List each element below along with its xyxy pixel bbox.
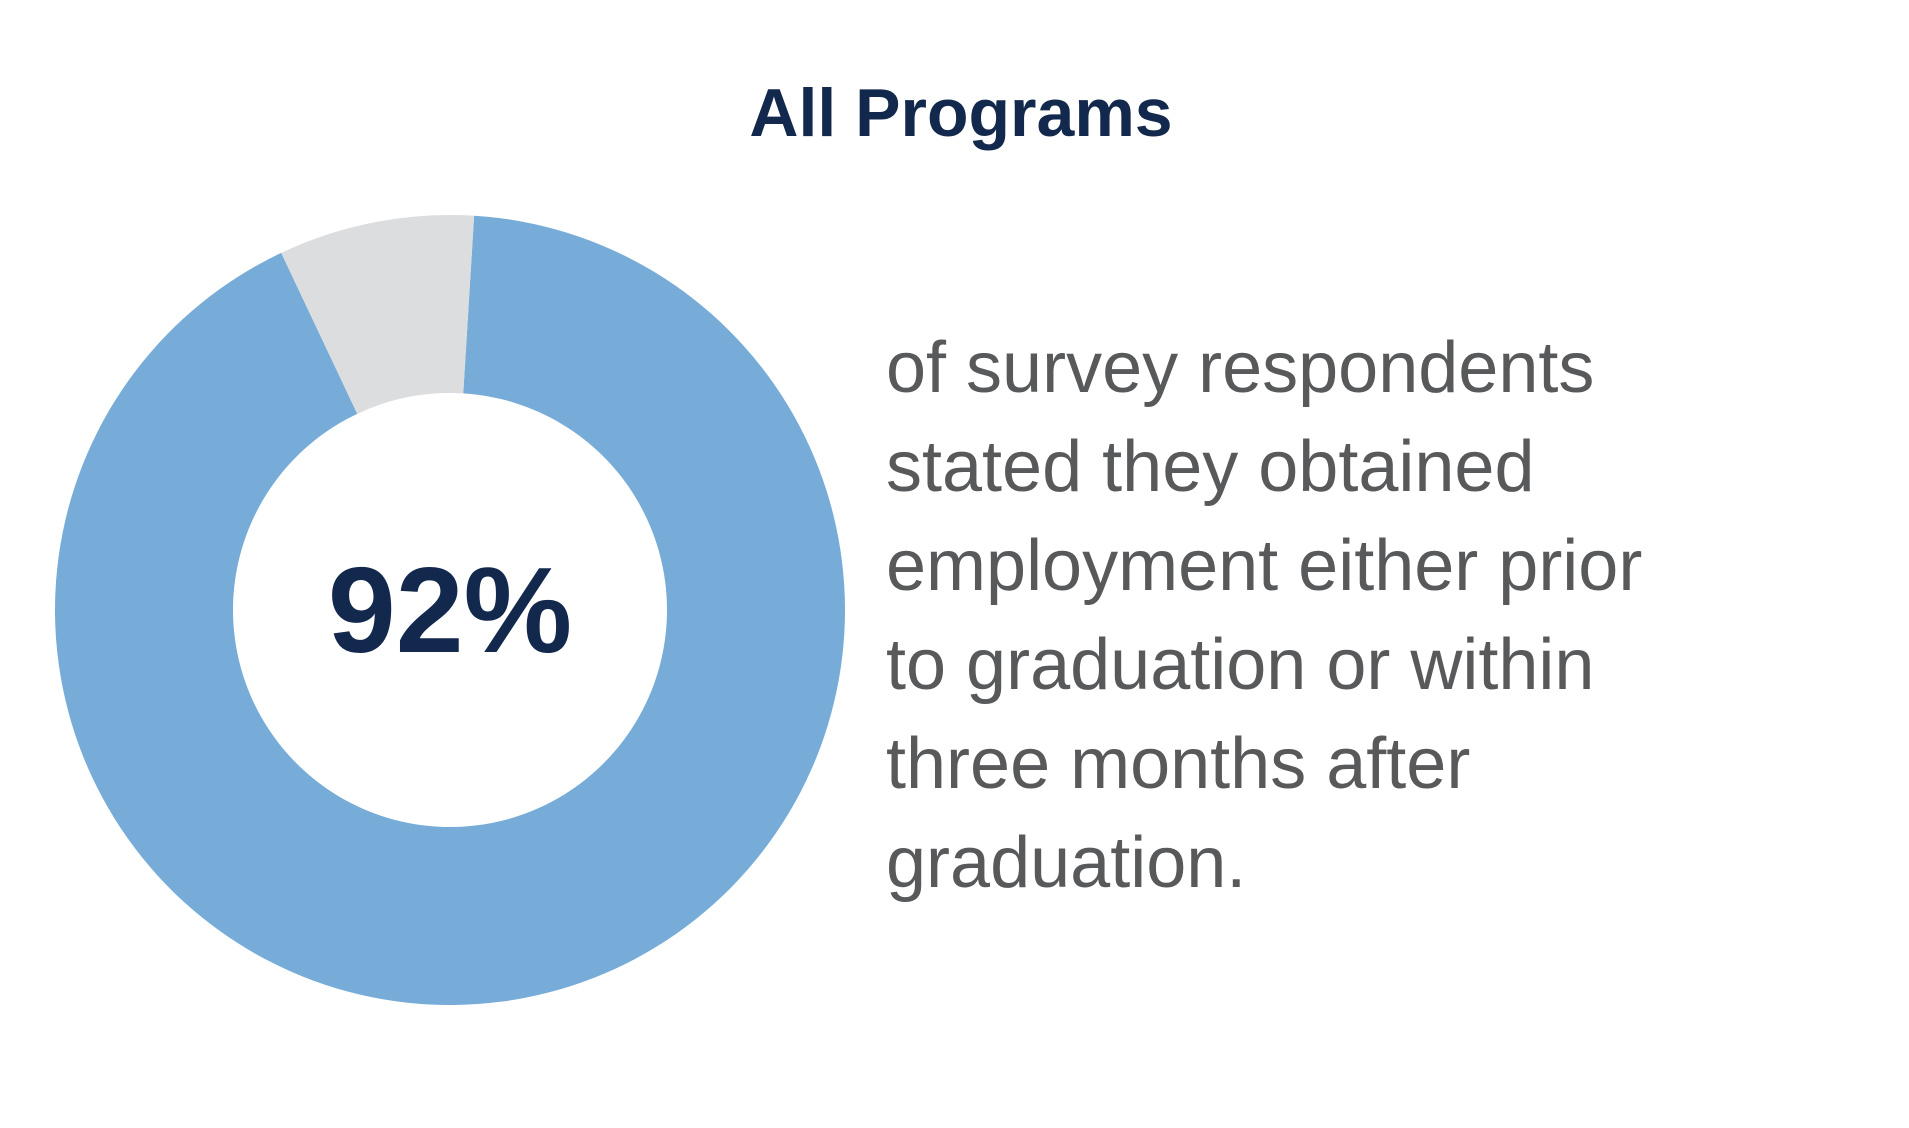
caption-line: stated they obtained (886, 427, 1535, 507)
caption-line: employment either prior (886, 526, 1642, 606)
caption-line: graduation. (886, 823, 1246, 903)
donut-segment (281, 215, 475, 414)
caption-line: three months after (886, 724, 1470, 804)
caption-line: to graduation or within (886, 625, 1594, 705)
chart-title: All Programs (749, 75, 1172, 151)
center-value-label: 92% (328, 542, 572, 678)
donut-segment (54, 215, 845, 1006)
caption-line: of survey respondents (886, 328, 1594, 408)
